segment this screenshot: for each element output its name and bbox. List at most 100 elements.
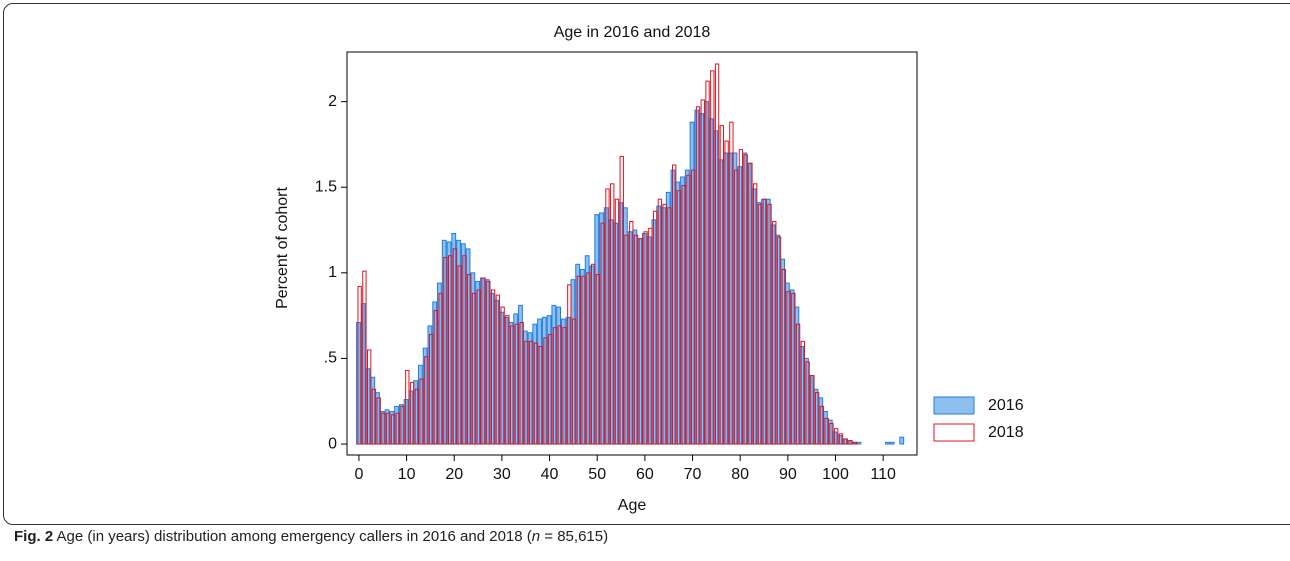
bar — [509, 325, 515, 445]
x-tick-label: 60 — [636, 466, 654, 483]
x-tick-label: 90 — [779, 466, 797, 483]
legend-label: 2016 — [988, 397, 1024, 414]
bar — [452, 248, 458, 445]
bar — [524, 340, 529, 445]
bar — [514, 323, 520, 445]
bar — [433, 310, 439, 445]
bar — [376, 397, 381, 445]
bar — [753, 183, 758, 445]
bar — [395, 412, 400, 445]
bar — [357, 286, 362, 445]
bar — [838, 433, 844, 445]
bar — [805, 361, 810, 445]
bar — [519, 321, 524, 445]
bar — [405, 369, 410, 445]
bar — [366, 349, 372, 445]
bar — [743, 154, 748, 445]
x-tick-label: 50 — [588, 466, 606, 483]
bar — [424, 356, 429, 445]
legend-swatch — [933, 423, 975, 442]
bar — [576, 275, 582, 445]
bar — [829, 422, 834, 445]
bar — [409, 381, 415, 445]
bar — [648, 227, 653, 445]
bar — [676, 190, 682, 445]
bar — [767, 203, 772, 445]
x-tick-label: 100 — [822, 466, 849, 483]
bar — [543, 337, 548, 445]
bar — [710, 70, 715, 445]
y-axis-label: Percent of cohort — [274, 187, 291, 309]
bar — [729, 121, 734, 445]
bar — [843, 438, 848, 445]
bar — [700, 99, 705, 445]
y-tick-label: .5 — [324, 350, 337, 367]
bar — [381, 412, 386, 445]
bar — [629, 220, 634, 445]
bar — [899, 436, 905, 445]
bar — [619, 155, 624, 445]
bar — [848, 440, 853, 445]
x-tick-label: 110 — [870, 466, 896, 483]
bar — [471, 292, 477, 445]
x-tick-label: 40 — [541, 466, 559, 483]
bar — [724, 140, 729, 445]
x-tick-label: 10 — [398, 466, 416, 483]
x-tick-label: 30 — [493, 466, 511, 483]
legend-swatch — [933, 396, 975, 415]
bar — [419, 378, 424, 445]
bar — [529, 340, 534, 445]
bar — [733, 169, 739, 445]
bar — [586, 272, 591, 445]
bar — [400, 405, 405, 445]
plot-frame — [346, 51, 918, 456]
caption-n: n — [531, 528, 541, 545]
bar — [428, 333, 434, 445]
x-tick-label: 70 — [684, 466, 702, 483]
bar — [738, 149, 744, 445]
bar — [762, 198, 767, 445]
bar — [462, 255, 467, 445]
bar — [552, 327, 558, 445]
bar — [814, 392, 820, 445]
bar — [486, 280, 491, 445]
bar — [571, 318, 577, 445]
bar — [605, 188, 610, 445]
bar — [595, 274, 601, 445]
bar — [714, 63, 720, 445]
bar — [414, 388, 419, 445]
bar — [705, 80, 710, 445]
bar — [834, 428, 839, 445]
bar — [443, 256, 448, 445]
bar — [624, 234, 629, 445]
bar — [681, 185, 686, 445]
bar — [786, 291, 791, 445]
bar — [505, 315, 510, 445]
bar — [889, 441, 895, 445]
bar — [772, 220, 777, 445]
figure-frame — [3, 3, 1290, 525]
bar — [719, 125, 725, 445]
bar — [819, 405, 825, 445]
bar — [495, 294, 501, 445]
bar — [776, 236, 782, 445]
bar — [791, 292, 796, 445]
x-tick-label: 0 — [354, 466, 363, 483]
bar — [672, 164, 677, 445]
chart: Age in 2016 and 2018 Age Percent of coho… — [274, 24, 1024, 514]
bar — [657, 198, 663, 445]
bar — [643, 231, 648, 445]
bar — [686, 174, 691, 445]
y-tick-label: 1.5 — [315, 178, 337, 195]
bar — [371, 388, 377, 445]
x-tick-label: 20 — [445, 466, 463, 483]
bar — [500, 306, 505, 445]
bar — [748, 162, 753, 445]
bar — [438, 292, 443, 445]
caption-text: Age (in years) distribution among emerge… — [56, 528, 532, 545]
bar — [457, 265, 462, 445]
bar — [467, 274, 472, 445]
x-axis-label: Age — [618, 497, 647, 514]
bar — [614, 198, 620, 445]
